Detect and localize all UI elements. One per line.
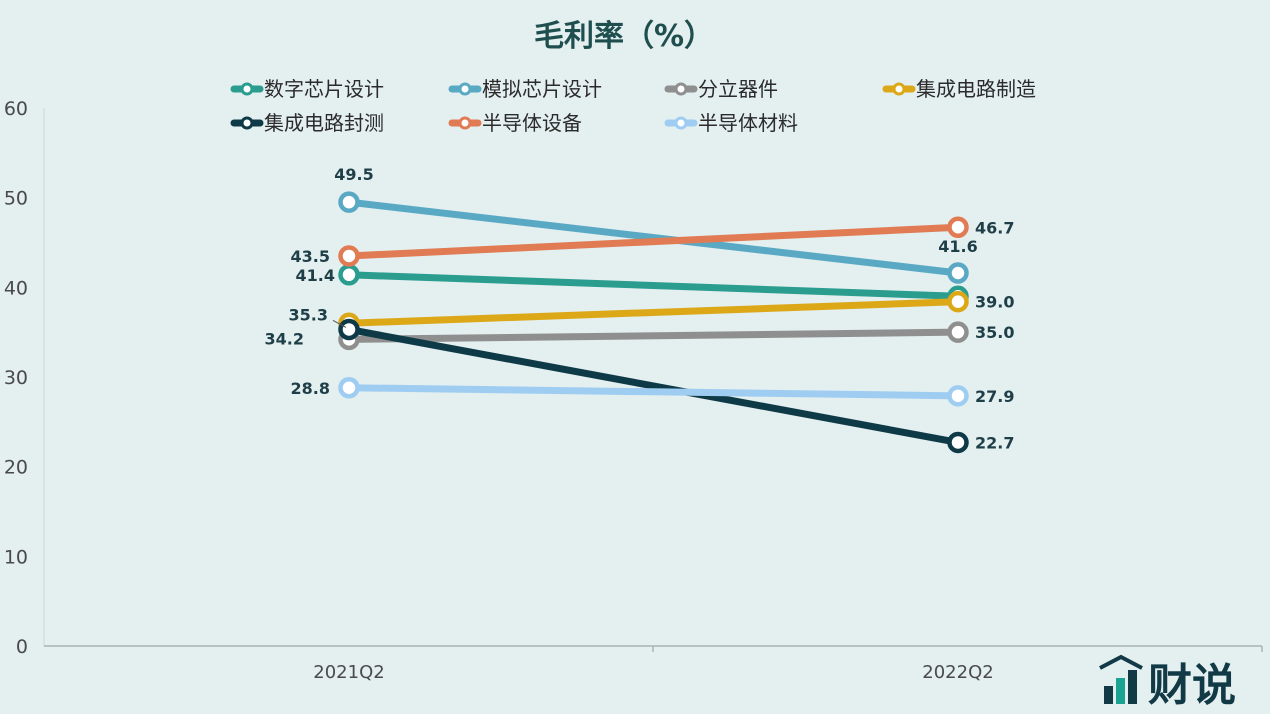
series-line-4: [345, 325, 962, 446]
series-line-1: [345, 198, 962, 277]
legend-marker-5: [458, 116, 472, 130]
brand-logo-bar: [1116, 678, 1125, 704]
data-label-1-1: 41.6: [938, 237, 977, 256]
data-point-1-1: [947, 262, 969, 284]
brand-logo-bar: [1128, 670, 1137, 704]
data-point-4-0: [338, 318, 360, 341]
series-line-2: [345, 328, 962, 343]
data-label-1-0: 49.5: [334, 165, 373, 184]
legend-marker-0: [240, 82, 254, 96]
x-tick-label: 2022Q2: [922, 662, 993, 683]
data-label-2-0: 34.2: [265, 329, 304, 348]
data-point-6-1: [947, 385, 969, 407]
y-tick-label: 50: [4, 188, 28, 210]
legend-item-4: 集成电路封测: [264, 111, 384, 135]
legend-item-5: 半导体设备: [482, 111, 582, 135]
label-leader-line: [332, 320, 347, 328]
legend-marker-6: [674, 116, 688, 130]
x-tick-label: 2021Q2: [313, 662, 384, 683]
y-tick-label: 40: [4, 277, 28, 299]
data-point-0-0: [338, 264, 360, 286]
series-line-3: [345, 298, 962, 327]
data-label-4-0: 35.3: [289, 305, 328, 324]
legend-item-0: 数字芯片设计: [264, 77, 384, 101]
legend-marker-3: [892, 82, 906, 96]
brand-logo-bar: [1104, 686, 1113, 704]
legend-item-1: 模拟芯片设计: [482, 77, 602, 101]
data-label-5-0: 43.5: [291, 247, 330, 266]
data-point-1-0: [338, 191, 360, 213]
y-tick-label: 60: [4, 98, 28, 120]
data-point-2-1: [947, 321, 969, 343]
data-label-0-0: 41.4: [296, 266, 335, 285]
series-line-5: [345, 223, 962, 260]
series-line-0: [345, 271, 962, 300]
data-label-4-1: 22.7: [975, 433, 1014, 452]
data-label-2-1: 35.0: [975, 323, 1014, 342]
data-point-6-0: [338, 377, 360, 399]
y-tick-label: 0: [16, 636, 28, 658]
brand-logo-roof: [1099, 654, 1143, 670]
y-tick-label: 20: [4, 457, 28, 479]
legend-marker-4: [240, 116, 254, 130]
legend-marker-2: [674, 82, 688, 96]
brand-logo: 财说: [1099, 654, 1236, 711]
series-line-6: [345, 384, 962, 400]
data-label-6-1: 27.9: [975, 387, 1014, 406]
y-tick-label: 10: [4, 546, 28, 568]
legend-item-2: 分立器件: [698, 77, 778, 101]
legend-marker-1: [458, 82, 472, 96]
data-point-4-1: [947, 431, 969, 454]
legend-item-6: 半导体材料: [698, 111, 798, 135]
data-point-5-0: [338, 245, 360, 267]
y-tick-label: 30: [4, 367, 28, 389]
brand-logo-text: 财说: [1148, 660, 1236, 711]
data-point-5-1: [947, 216, 969, 239]
data-label-5-1: 46.7: [975, 218, 1014, 237]
legend-item-3: 集成电路制造: [916, 77, 1036, 101]
data-label-3-1: 39.0: [975, 293, 1014, 312]
chart-title: 毛利率（%）: [534, 19, 714, 54]
data-label-6-0: 28.8: [291, 379, 330, 398]
data-point-3-1: [947, 290, 969, 313]
